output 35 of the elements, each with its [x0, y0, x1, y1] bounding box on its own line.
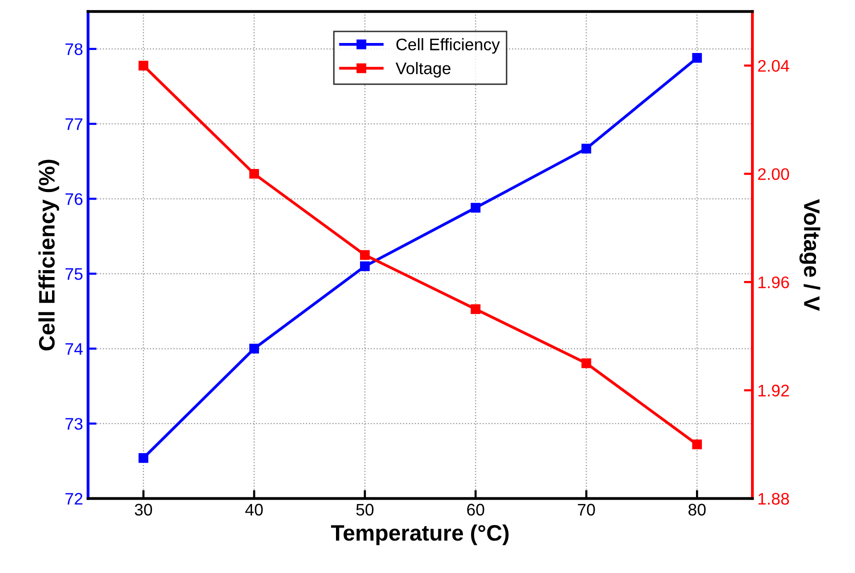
y2-tick-label: 2.04 — [758, 60, 790, 72]
point — [360, 250, 370, 260]
point — [249, 344, 260, 354]
y2-tick-label: 2.00 — [758, 168, 790, 180]
point — [470, 304, 480, 314]
y2-tick-label: 1.92 — [758, 384, 789, 396]
point — [581, 144, 592, 154]
y-tick-label: 76 — [66, 193, 82, 205]
y-tick-label: 72 — [66, 492, 82, 505]
x-axis-title: Temperature (°C) — [331, 524, 509, 546]
y-tick-label: 73 — [66, 418, 82, 430]
point — [692, 440, 702, 450]
y2-axis-title: Voltage / V — [799, 199, 820, 311]
legend-label: Cell Efficiency — [396, 38, 500, 54]
y2-tick-label: 1.96 — [758, 276, 789, 288]
point — [360, 261, 370, 272]
point — [581, 358, 592, 368]
y-tick-label: 77 — [66, 118, 82, 130]
legend-label: Voltage — [396, 62, 450, 78]
point — [249, 168, 260, 179]
point — [470, 202, 480, 213]
y-tick-label: 74 — [66, 343, 83, 355]
y-tick-label: 75 — [66, 268, 83, 280]
y-axis-title: Cell Efficiency (%) — [38, 160, 60, 350]
x-tick-label: 80 — [688, 504, 706, 516]
x-tick-label: 70 — [578, 504, 595, 516]
x-tick-label: 50 — [356, 504, 374, 516]
y2-tick-label: 1.88 — [758, 492, 789, 505]
x-tick-label: 30 — [134, 504, 152, 516]
point — [138, 60, 148, 70]
y-tick-label: 78 — [66, 43, 82, 56]
point — [692, 53, 702, 63]
x-tick-label: 60 — [467, 504, 484, 516]
point — [138, 453, 148, 463]
x-tick-label: 40 — [245, 504, 263, 516]
